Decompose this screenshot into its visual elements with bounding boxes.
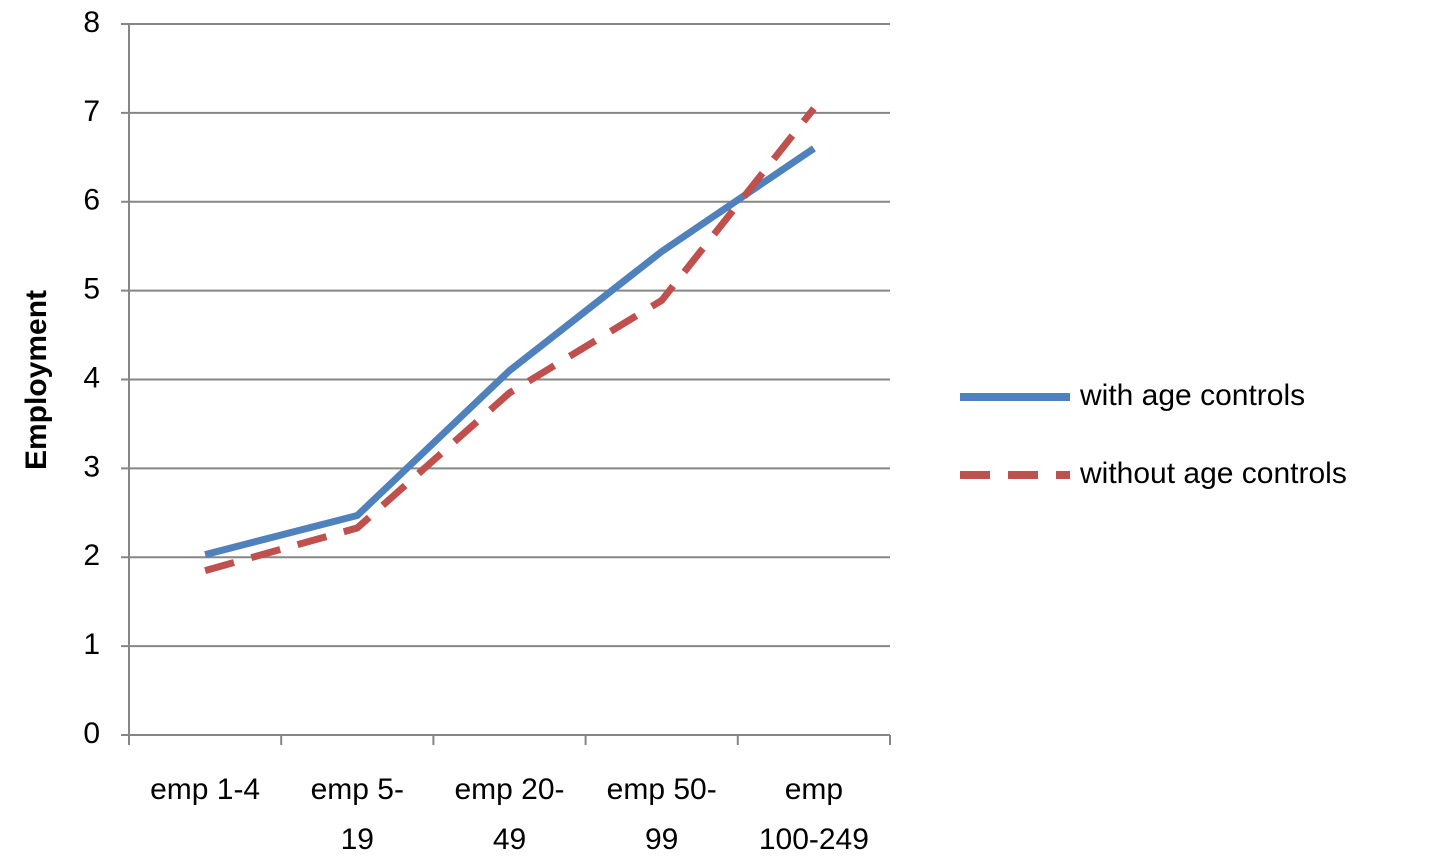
y-tick-label: 3	[83, 450, 100, 483]
y-tick-label: 7	[83, 95, 100, 128]
x-tick-label: emp 1-4	[150, 773, 261, 806]
series-line	[204, 106, 817, 574]
y-tick-label: 6	[83, 184, 100, 217]
legend-label: with age controls	[1079, 379, 1305, 412]
x-tick-label: emp 5-19	[310, 773, 404, 856]
y-tick-label: 8	[83, 6, 100, 39]
y-tick-label: 0	[83, 717, 100, 750]
y-axis-label: Employment	[20, 290, 53, 470]
y-tick-label: 1	[83, 628, 100, 661]
x-tick-label: emp 20-49	[454, 773, 565, 856]
x-tick-label: emp 100-249	[758, 773, 869, 856]
y-tick-label: 2	[83, 539, 100, 572]
y-tick-label: 5	[83, 273, 100, 306]
y-tick-label: 4	[83, 361, 100, 394]
x-tick-label: emp 50-99	[606, 773, 717, 856]
series-line	[204, 145, 816, 558]
legend-label: without age controls	[1079, 457, 1347, 490]
